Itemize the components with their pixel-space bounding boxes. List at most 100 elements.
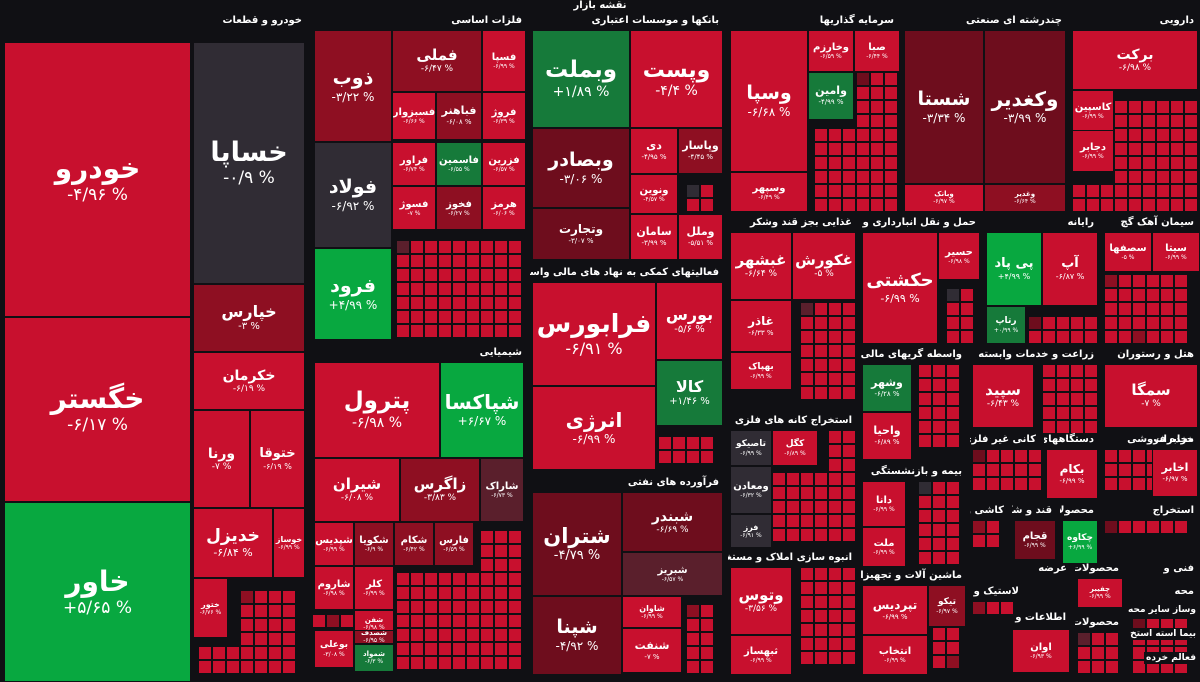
tile-chem-6[interactable]: شکویا -۶/۹ %	[354, 522, 394, 566]
tile-auto-4[interactable]: خپارس -۳ %	[193, 284, 305, 352]
tile-computer-0[interactable]: پی پاد +۴/۹۹ %	[986, 232, 1042, 306]
tile-holdings-3[interactable]: وغدیر -۶/۶۴ %	[984, 184, 1066, 212]
tile-computer-2[interactable]: رتاپ +۰/۹۹ %	[986, 306, 1026, 344]
tile-metals-1[interactable]: فملی -۶/۴۷ %	[392, 30, 482, 92]
tile-metals-0[interactable]: ذوب -۳/۲۲ %	[314, 30, 392, 142]
tile-pharma-1[interactable]: کاسپین -۶/۹۹ %	[1072, 90, 1114, 132]
tile-chem-10[interactable]: کلر -۶/۹۹ %	[354, 566, 394, 610]
tile-info-0[interactable]: اوان -۶/۹۳ %	[1012, 629, 1070, 673]
tile-refinery-1[interactable]: شبندر -۶/۶۹ %	[622, 492, 723, 552]
tile-transport-0[interactable]: حکشتی -۶/۹۹ %	[862, 232, 938, 344]
tile-equip-0[interactable]: تپردیس -۶/۹۹ %	[862, 585, 928, 635]
tile-chem-1[interactable]: شپاکسا +۶/۶۷ %	[440, 362, 524, 458]
tile-holdings-1[interactable]: وکغدیر -۳/۹۹ %	[984, 30, 1066, 184]
tile-sugar-0[interactable]: قجام -۶/۹۹ %	[1014, 520, 1056, 560]
tile-chem-3[interactable]: زاگرس -۳/۸۳ %	[400, 458, 480, 522]
tile-metals-13[interactable]: فرود +۴/۹۹ %	[314, 248, 392, 340]
tile-banks-5[interactable]: ونوین -۴/۵۷ %	[630, 174, 678, 214]
tile-banks-8[interactable]: وملل -۵/۵۱ %	[678, 214, 723, 260]
tile-mining-3[interactable]: فرز -۶/۹۱ %	[730, 514, 772, 548]
tile-chem-0[interactable]: پترول -۶/۹۸ %	[314, 362, 440, 458]
tile-refinery-2[interactable]: شپنا -۴/۹۲ %	[532, 596, 622, 675]
tile-holdings-2[interactable]: وبانک -۶/۹۷ %	[904, 184, 984, 212]
tile-auto-9[interactable]: خوساز -۶/۹۹ %	[273, 508, 305, 578]
tile-chem-4[interactable]: شاراک -۶/۷۳ %	[480, 458, 524, 522]
tile-chem-12[interactable]: بوعلی -۳/۰۸ %	[314, 630, 354, 668]
tile-chem-13[interactable]: شصدف -۶/۹۵ %	[354, 630, 394, 644]
tile-mining-1[interactable]: تاصیکو -۶/۹۹ %	[730, 430, 772, 466]
tile-auto-7[interactable]: ختوقا -۶/۱۹ %	[250, 410, 305, 508]
tile-hotel-0[interactable]: سمگا -۷ %	[1104, 364, 1198, 428]
tile-pharma-0[interactable]: برکت -۶/۹۸ %	[1072, 30, 1198, 90]
tile-chem-2[interactable]: شیران -۶/۰۸ %	[314, 458, 400, 522]
tile-auto-6[interactable]: ورنا -۷ %	[193, 410, 250, 508]
tile-refinery-0[interactable]: شتران -۴/۷۹ %	[532, 492, 622, 596]
tile-financial-3[interactable]: کالا +۱/۴۶ %	[656, 360, 723, 426]
tile-invest-3[interactable]: وامین -۴/۹۹ %	[808, 72, 854, 120]
tile-metals-4[interactable]: فباهنر -۶/۰۸ %	[436, 92, 482, 140]
tile-computer-1[interactable]: آپ -۶/۸۷ %	[1042, 232, 1098, 306]
tile-chem-5[interactable]: شپدیس -۶/۹۹ %	[314, 522, 354, 566]
tile-cement-0[interactable]: سصفها -۵ %	[1104, 232, 1152, 272]
tile-auto-5[interactable]: خکرمان -۶/۱۹ %	[193, 352, 305, 410]
tile-banks-3[interactable]: دی -۴/۹۵ %	[630, 128, 678, 174]
tile-invest-4[interactable]: وسپهر -۶/۴۹ %	[730, 172, 808, 212]
tile-metals-3[interactable]: فسبزوار -۶/۶۶ %	[392, 92, 436, 140]
tile-refinery-3[interactable]: شبریز -۶/۵۷ %	[622, 552, 723, 596]
tile-equip-2[interactable]: انتخاب -۶/۹۹ %	[862, 635, 928, 675]
tile-construction-1[interactable]: ثبهساز -۶/۹۹ %	[730, 635, 792, 675]
tile-metals-9[interactable]: فزرین -۶/۵۷ %	[482, 142, 526, 186]
tile-financial-0[interactable]: فرابورس -۶/۹۱ %	[532, 282, 656, 386]
tile-invest-0[interactable]: وسپا -۶/۶۸ %	[730, 30, 808, 172]
tile-equip-1[interactable]: تیکو -۶/۹۷ %	[928, 585, 966, 627]
tile-auto-0[interactable]: خودرو -۴/۹۶ %	[4, 42, 191, 317]
tile-finance_agents-1[interactable]: واحیا -۶/۸۹ %	[862, 412, 912, 460]
tile-financial-2[interactable]: انرژی -۶/۹۹ %	[532, 386, 656, 470]
tile-financial-1[interactable]: بورس -۵/۶ %	[656, 282, 723, 360]
tile-cement-1[interactable]: سیتا -۶/۹۹ %	[1152, 232, 1200, 272]
tile-metals-7[interactable]: فراور -۶/۷۴ %	[392, 142, 436, 186]
tile-banks-7[interactable]: سامان -۳/۹۹ %	[630, 214, 678, 260]
tile-refinery-4[interactable]: شاوان -۶/۹۹ %	[622, 596, 682, 628]
tile-pharma-2[interactable]: دجابر -۶/۹۹ %	[1072, 130, 1114, 172]
tile-auto-3[interactable]: خساپا -۰/۹ %	[193, 42, 305, 284]
tile-products-0[interactable]: چکاوه +۶/۹۹ %	[1062, 520, 1098, 564]
tile-auto-8[interactable]: خدیزل -۶/۸۴ %	[193, 508, 273, 578]
tile-chem-7[interactable]: شکام -۶/۴۲ %	[394, 522, 434, 566]
tile-banks-4[interactable]: وپاسار -۴/۴۵ %	[678, 128, 723, 174]
tile-insurance-1[interactable]: ملت -۶/۹۹ %	[862, 527, 906, 567]
tile-holdings-0[interactable]: شستا -۳/۳۴ %	[904, 30, 984, 184]
tile-banks-2[interactable]: وبصادر -۳/۰۶ %	[532, 128, 630, 208]
tile-metals-11[interactable]: فخوز -۶/۲۷ %	[436, 186, 482, 230]
tile-mining-2[interactable]: ومعادن -۶/۳۲ %	[730, 466, 772, 514]
tile-chem-9[interactable]: شاروم -۶/۹۸ %	[314, 566, 354, 610]
tile-invest-1[interactable]: وخارزم -۶/۵۹ %	[808, 30, 854, 72]
tile-construction-0[interactable]: وتوس -۳/۵۶ %	[730, 567, 792, 635]
tile-insurance-0[interactable]: دانا -۶/۹۹ %	[862, 481, 906, 527]
tile-transport-1[interactable]: حسیر -۶/۹۸ %	[938, 232, 980, 280]
tile-food-3[interactable]: بهپاک -۶/۹۹ %	[730, 352, 792, 390]
tile-telecom-0[interactable]: اخابر -۶/۹۷ %	[1152, 449, 1198, 497]
tile-banks-6[interactable]: وتجارت -۳/۰۷ %	[532, 208, 630, 260]
tile-refinery-5[interactable]: شنفت -۷ %	[622, 628, 682, 673]
tile-food-0[interactable]: غبشهر -۶/۶۴ %	[730, 232, 792, 300]
tile-finance_agents-0[interactable]: وشهر -۶/۲۸ %	[862, 364, 912, 412]
tile-food-1[interactable]: غکورش -۵ %	[792, 232, 856, 300]
tile-agri-0[interactable]: سپید -۶/۴۳ %	[972, 364, 1034, 428]
tile-metals-5[interactable]: فروژ -۶/۳۹ %	[482, 92, 526, 140]
tile-electric-0[interactable]: بکام -۶/۹۹ %	[1046, 449, 1098, 499]
tile-auto-1[interactable]: خگستر -۶/۱۷ %	[4, 317, 191, 502]
tile-chem-14[interactable]: شمواد -۶/۳ %	[354, 644, 394, 672]
tile-metals-8[interactable]: فاسمین -۶/۵۵ %	[436, 142, 482, 186]
tile-invest-2[interactable]: صبا -۶/۴۴ %	[854, 30, 900, 72]
tile-products2-0[interactable]: چفیبر -۶/۹۹ %	[1077, 578, 1123, 608]
tile-chem-8[interactable]: فارس -۶/۵۹ %	[434, 522, 474, 566]
tile-banks-1[interactable]: وپست -۴/۴ %	[630, 30, 723, 128]
tile-metals-2[interactable]: فسپا -۶/۹۹ %	[482, 30, 526, 92]
tile-mining-0[interactable]: کگل -۶/۸۹ %	[772, 430, 818, 466]
tile-auto-2[interactable]: خاور +۵/۶۵ %	[4, 502, 191, 682]
tile-food-2[interactable]: غاذر -۶/۳۳ %	[730, 300, 792, 352]
tile-metals-6[interactable]: فولاد -۶/۹۲ %	[314, 142, 392, 248]
tile-metals-10[interactable]: فسوژ -۷ %	[392, 186, 436, 230]
tile-auto-10[interactable]: ختور -۶/۷۶ %	[193, 578, 228, 638]
